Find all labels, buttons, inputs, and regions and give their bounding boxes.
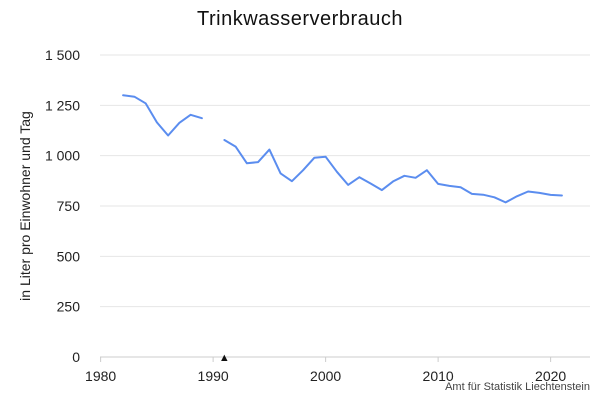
y-tick-label: 0 [72, 349, 80, 365]
y-tick-label: 1 000 [45, 148, 80, 164]
chart-title: Trinkwasserverbrauch [197, 8, 403, 30]
data-point [279, 171, 283, 175]
data-point [380, 188, 384, 192]
data-point [391, 179, 395, 183]
data-point [436, 182, 440, 186]
data-point [166, 134, 170, 138]
y-tick-label: 750 [57, 198, 81, 214]
data-point [515, 194, 519, 198]
data-point [526, 190, 530, 194]
data-point [234, 145, 238, 149]
series-line [223, 139, 563, 204]
data-point [256, 160, 260, 164]
y-tick-label: 1 250 [45, 97, 80, 113]
x-tick-label: 1980 [85, 368, 116, 384]
data-point [560, 194, 564, 198]
data-point [132, 95, 136, 99]
data-point [312, 156, 316, 160]
x-tick-label: 2000 [310, 368, 341, 384]
data-point [177, 121, 181, 125]
data-point [549, 193, 553, 197]
data-point [121, 93, 125, 97]
data-point [357, 175, 361, 179]
data-point [402, 174, 406, 178]
data-point [301, 168, 305, 172]
y-tick-label: 250 [57, 299, 81, 315]
x-tick-label: 1990 [198, 368, 229, 384]
y-tick-label: 1 500 [45, 47, 80, 63]
source-note: Amt für Statistik Liechtenstein [445, 381, 590, 393]
data-point [155, 120, 159, 124]
data-point [447, 184, 451, 188]
data-point [290, 179, 294, 183]
data-point [481, 193, 485, 197]
y-tick-label: 500 [57, 248, 81, 264]
triangle-marker-icon: ▲ [219, 352, 230, 364]
data-point [369, 181, 373, 185]
data-point [492, 195, 496, 199]
data-point [459, 185, 463, 189]
data-point [504, 200, 508, 204]
series-line [122, 94, 203, 137]
data-point [144, 101, 148, 105]
data-point [346, 183, 350, 187]
data-point [537, 191, 541, 195]
x-tick-label: 2010 [423, 368, 454, 384]
x-tick-label: 2020 [535, 368, 566, 384]
data-point [324, 155, 328, 159]
y-axis-title: in Liter pro Einwohner und Tag [17, 111, 33, 301]
data-point [189, 113, 193, 117]
data-point [245, 161, 249, 165]
data-point [470, 192, 474, 196]
data-point [335, 170, 339, 174]
data-point [425, 168, 429, 172]
data-point [267, 148, 271, 152]
data-point [200, 116, 204, 120]
data-point [414, 176, 418, 180]
data-point [222, 138, 226, 142]
